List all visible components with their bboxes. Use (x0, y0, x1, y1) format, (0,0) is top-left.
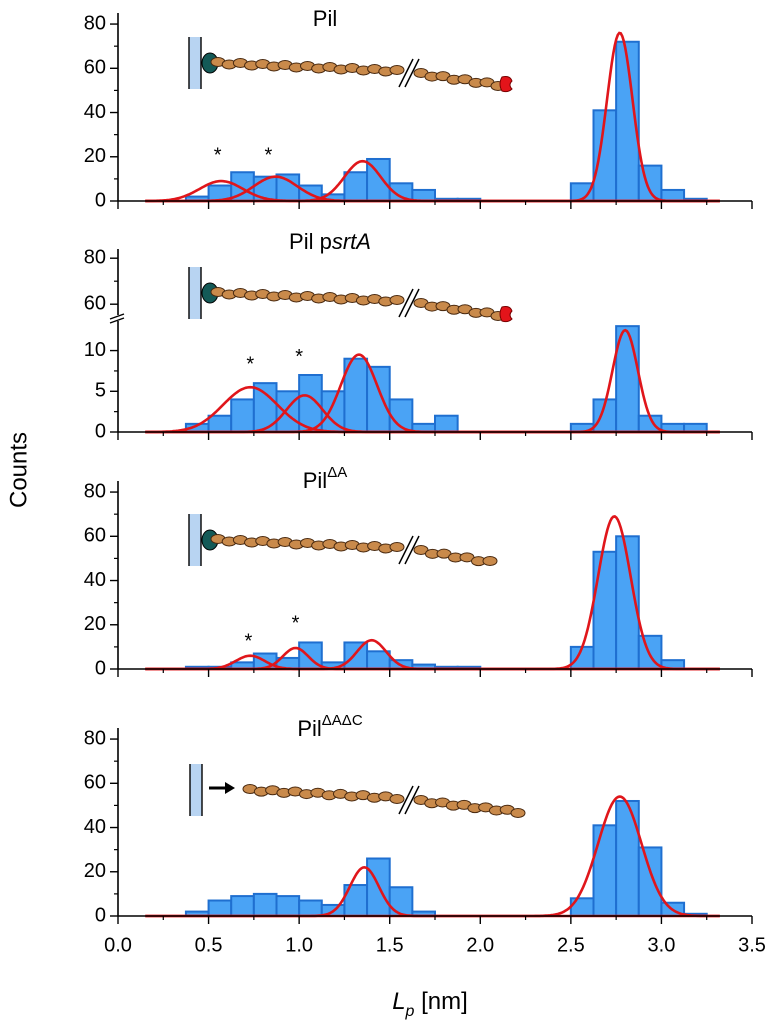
tip-adhesin (499, 306, 513, 323)
break-mark (404, 535, 420, 565)
break-mark (404, 785, 420, 815)
histogram-bar (298, 899, 323, 917)
histogram-bar (275, 390, 301, 433)
x-axis-symbol: L (392, 988, 405, 1015)
histogram-bar (637, 846, 663, 918)
histogram-bar (366, 365, 391, 434)
break-mark (398, 535, 414, 565)
histogram-bar (592, 824, 618, 917)
arrow-head (225, 782, 235, 794)
title-superscript: ΔA (327, 464, 347, 481)
y-tick-label: 0 (95, 657, 106, 679)
break-mark (404, 288, 420, 318)
y-tick-label: 60 (84, 57, 106, 79)
y-tick-label: 0 (95, 189, 106, 211)
axis-break-mark (109, 317, 125, 324)
y-tick-label: 20 (84, 860, 106, 882)
title-superscript: ΔAΔC (322, 712, 363, 729)
tip-adhesin (499, 76, 513, 93)
histogram-bar (275, 895, 301, 917)
panel-title: Pil psrtA (289, 229, 371, 254)
y-tick-label: 0 (95, 904, 106, 926)
y-tick-label: 5 (95, 380, 106, 402)
y-tick-label: 20 (84, 613, 106, 635)
panel-title: PilΔA (303, 464, 347, 492)
panel-title: PilΔAΔC (297, 712, 362, 740)
histogram-bar (615, 799, 640, 917)
membrane (189, 37, 201, 89)
peak-marker: * (214, 145, 222, 167)
y-tick-label: 80 (84, 12, 106, 34)
histogram-bar (434, 414, 459, 434)
x-tick-label: 2.5 (557, 934, 585, 956)
title-italic: srtA (332, 229, 371, 254)
peak-marker: * (295, 346, 303, 368)
histogram-bar (592, 550, 618, 671)
histogram-bar (230, 895, 255, 917)
break-mark (404, 58, 420, 88)
break-mark (398, 288, 414, 318)
x-tick-label: 0.0 (104, 934, 132, 956)
break-mark (398, 785, 414, 815)
y-tick-label: 40 (84, 816, 106, 838)
title-text: Pil (303, 468, 327, 493)
x-tick-label: 3.0 (648, 934, 676, 956)
histogram-bar (343, 641, 369, 670)
x-axis-subscript: p (405, 1003, 415, 1020)
axis-break-mark (109, 313, 125, 320)
x-axis-label: Lp [nm] (392, 988, 468, 1019)
axis-break-gap (112, 314, 124, 320)
x-tick-label: 2.0 (466, 934, 494, 956)
x-tick-label: 1.0 (285, 934, 313, 956)
y-tick-label: 60 (84, 525, 106, 547)
peak-marker: * (245, 630, 253, 652)
membrane (189, 267, 201, 319)
peak-marker: * (246, 353, 254, 375)
peak-marker: * (292, 613, 300, 635)
membrane (189, 514, 201, 566)
histogram-bar (230, 398, 255, 433)
y-tick-label: 60 (84, 292, 106, 314)
y-tick-label: 80 (84, 480, 106, 502)
x-tick-label: 3.5 (738, 934, 766, 956)
peak-marker: * (264, 145, 272, 167)
x-axis-unit: [nm] (414, 988, 467, 1015)
y-axis-label: Counts (5, 432, 32, 508)
histogram-bar (207, 899, 233, 917)
pilin-subunit (389, 65, 405, 75)
y-tick-label: 80 (84, 727, 106, 749)
pilin-subunit (389, 542, 405, 552)
histogram-bar (343, 171, 369, 202)
pilin-subunit (389, 295, 405, 305)
title-text: Pil (297, 716, 321, 741)
pilin-subunit (482, 556, 498, 566)
y-tick-label: 80 (84, 246, 106, 268)
x-tick-label: 0.5 (195, 934, 223, 956)
title-text: Pil (313, 6, 337, 31)
pilin-subunit (510, 808, 526, 818)
pilin-subunit (389, 794, 405, 804)
histogram-bar (388, 886, 414, 918)
histogram-bar (660, 188, 686, 203)
panel-title: Pil (313, 6, 337, 31)
y-tick-label: 40 (84, 101, 106, 123)
y-tick-label: 0 (95, 420, 106, 442)
y-tick-label: 40 (84, 569, 106, 591)
y-tick-label: 20 (84, 145, 106, 167)
histogram-bar (366, 650, 391, 671)
y-tick-label: 10 (84, 339, 106, 361)
membrane (190, 764, 202, 816)
histogram-bar (252, 892, 278, 917)
title-text: Pil p (289, 229, 332, 254)
histogram-bar (207, 414, 233, 434)
x-tick-label: 1.5 (376, 934, 404, 956)
y-tick-label: 60 (84, 772, 106, 794)
break-mark (398, 58, 414, 88)
